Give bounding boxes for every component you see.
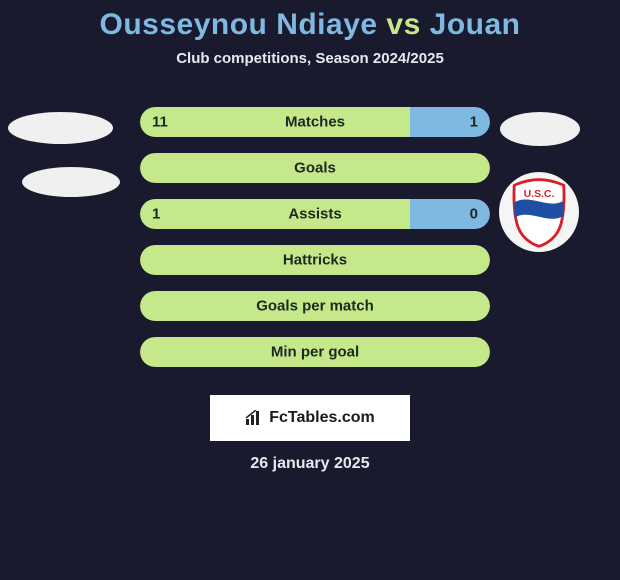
page-title: Ousseynou Ndiaye vs Jouan (0, 0, 620, 42)
brand-box: FcTables.com (210, 395, 410, 441)
avatar-player2 (500, 112, 580, 146)
stat-row: Goals (140, 153, 490, 183)
stat-label: Min per goal (271, 344, 359, 361)
stat-row: Goals per match (140, 291, 490, 321)
stat-value-right: 1 (470, 114, 478, 131)
title-player2: Jouan (430, 8, 521, 41)
svg-text:U.S.C.: U.S.C. (524, 189, 555, 200)
stat-row: Assists 1 0 (140, 199, 490, 229)
comparison-panel: U.S.C. Matches111GoalsAssists10Hattricks… (0, 107, 620, 387)
stat-bars: Matches111GoalsAssists10HattricksGoals p… (140, 107, 490, 383)
stat-row: Min per goal (140, 337, 490, 367)
club-player2-logo: U.S.C. (499, 172, 579, 252)
stat-row: Matches111 (140, 107, 490, 137)
stat-bar-left (140, 199, 410, 229)
subtitle: Club competitions, Season 2024/2025 (0, 50, 620, 67)
stat-label: Hattricks (283, 252, 347, 269)
stat-label: Goals (294, 160, 336, 177)
brand-text: FcTables.com (269, 409, 375, 427)
stat-label: Goals per match (256, 298, 374, 315)
stat-value-left: 11 (152, 114, 168, 131)
stat-value-right: 0 (470, 206, 478, 223)
avatar-player1 (8, 112, 113, 144)
title-player1: Ousseynou Ndiaye (99, 8, 377, 41)
stat-bar-left (140, 107, 410, 137)
stat-label: Matches (285, 114, 345, 131)
stat-row: Hattricks (140, 245, 490, 275)
bars-chart-icon (245, 410, 265, 426)
title-vs: vs (386, 8, 420, 41)
club-player1 (22, 167, 120, 197)
shield-icon: U.S.C. (501, 174, 577, 250)
generated-date: 26 january 2025 (250, 455, 369, 473)
stat-value-left: 1 (152, 206, 160, 223)
stat-label: Assists (288, 206, 341, 223)
